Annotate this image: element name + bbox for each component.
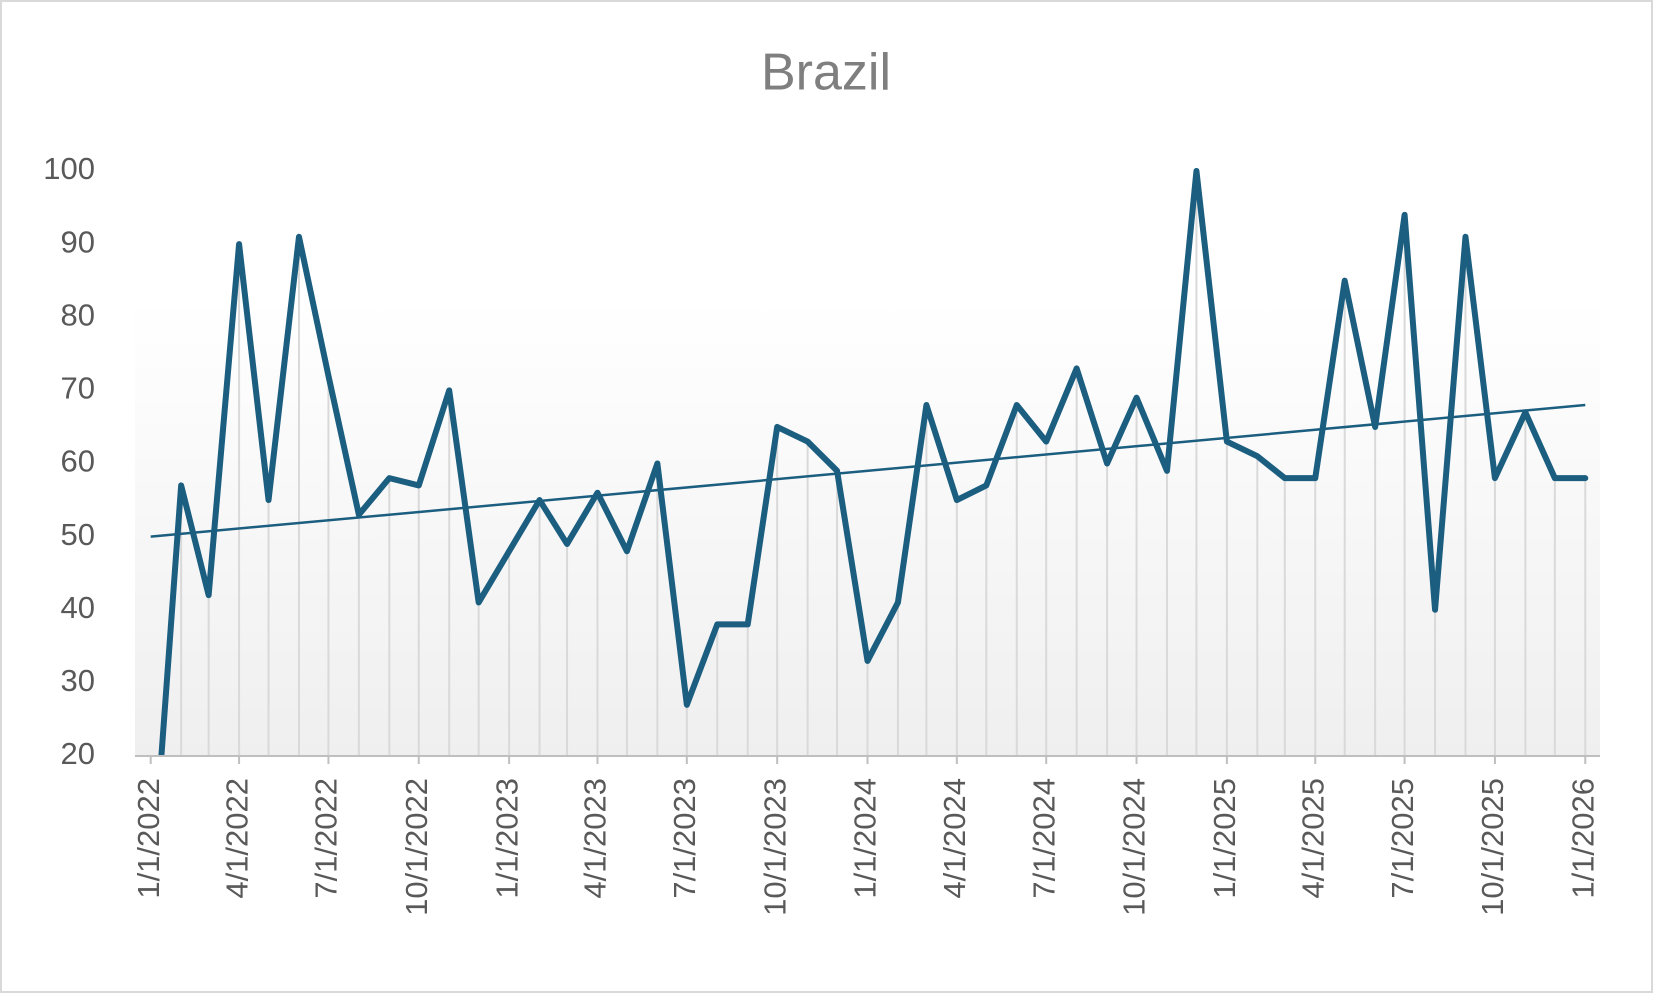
y-tick-label: 20 [61,736,95,771]
x-tick-label: 4/1/2024 [937,778,972,899]
x-tick-label: 1/1/2022 [131,778,166,899]
y-tick-label: 60 [61,444,95,479]
chart-title: Brazil [761,44,891,102]
x-tick-label: 1/1/2024 [848,778,883,899]
x-tick-label: 10/1/2022 [399,778,434,916]
y-tick-label: 70 [61,371,95,406]
x-tick-label: 7/1/2022 [309,778,344,899]
x-tick-label: 4/1/2025 [1295,778,1330,899]
plot-area [150,168,1589,756]
y-tick-label: 50 [61,517,95,552]
x-tick-label: 1/1/2025 [1207,778,1242,899]
y-tick-label: 100 [43,151,95,186]
x-tick-label: 10/1/2025 [1475,778,1510,916]
x-tick-label: 7/1/2024 [1026,778,1061,899]
y-tick-label: 30 [61,663,95,698]
y-tick-label: 90 [61,224,95,259]
trendline [150,403,1586,538]
x-tick-label: 7/1/2023 [667,778,702,899]
x-tick-label: 7/1/2025 [1385,778,1420,899]
data-line [158,168,1589,756]
x-tick-label: 1/1/2026 [1565,778,1600,899]
y-tick-label: 80 [61,297,95,332]
x-tick-label: 4/1/2022 [219,778,254,899]
x-tick-label: 1/1/2023 [489,778,524,899]
x-tick-label: 10/1/2024 [1117,778,1152,916]
x-tick-label: 10/1/2023 [757,778,792,916]
y-tick-label: 40 [61,590,95,625]
x-tick-label: 4/1/2023 [578,778,613,899]
